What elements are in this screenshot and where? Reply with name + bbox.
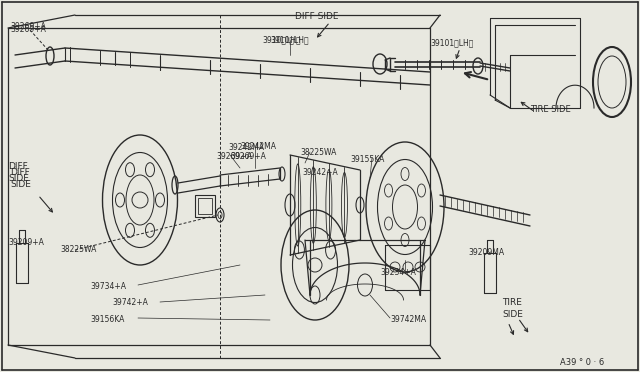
Text: SIDE: SIDE — [10, 180, 31, 189]
Text: 39209+A: 39209+A — [8, 238, 44, 247]
Text: 39242MA: 39242MA — [228, 143, 264, 152]
Text: TIRE: TIRE — [502, 298, 522, 307]
Text: 38225WA: 38225WA — [300, 148, 337, 157]
Text: 3910〈LH〉: 3910〈LH〉 — [262, 35, 301, 44]
Text: 39734+A: 39734+A — [90, 282, 126, 291]
Text: TIRE SIDE: TIRE SIDE — [530, 105, 571, 114]
Text: DIFF: DIFF — [8, 162, 28, 171]
Bar — [195, 195, 215, 217]
Text: 39269+A: 39269+A — [10, 22, 46, 31]
Text: 39234+A: 39234+A — [380, 268, 416, 277]
Text: 39269+A: 39269+A — [10, 25, 46, 34]
Text: 39242MA: 39242MA — [240, 142, 276, 151]
Bar — [198, 198, 212, 214]
Text: 39156KA: 39156KA — [90, 315, 124, 324]
Text: 3910〈LH〉: 3910〈LH〉 — [270, 35, 308, 44]
Text: DIFF: DIFF — [10, 168, 29, 177]
Text: 38225WA: 38225WA — [60, 245, 97, 254]
Text: 39209MA: 39209MA — [468, 248, 504, 257]
Text: SIDE: SIDE — [8, 174, 29, 183]
Text: 39101〈LH〉: 39101〈LH〉 — [430, 38, 474, 47]
Text: 39742+A: 39742+A — [112, 298, 148, 307]
Text: DIFF SIDE: DIFF SIDE — [295, 12, 339, 21]
Text: 39742MA: 39742MA — [390, 315, 426, 324]
Text: A39 ° 0 · 6: A39 ° 0 · 6 — [560, 358, 604, 367]
Text: 39269+A: 39269+A — [216, 152, 252, 161]
Text: 39155KA: 39155KA — [350, 155, 385, 164]
Text: 39242+A: 39242+A — [302, 168, 338, 177]
Text: 39269+A: 39269+A — [230, 152, 266, 161]
Text: SIDE: SIDE — [502, 310, 523, 319]
